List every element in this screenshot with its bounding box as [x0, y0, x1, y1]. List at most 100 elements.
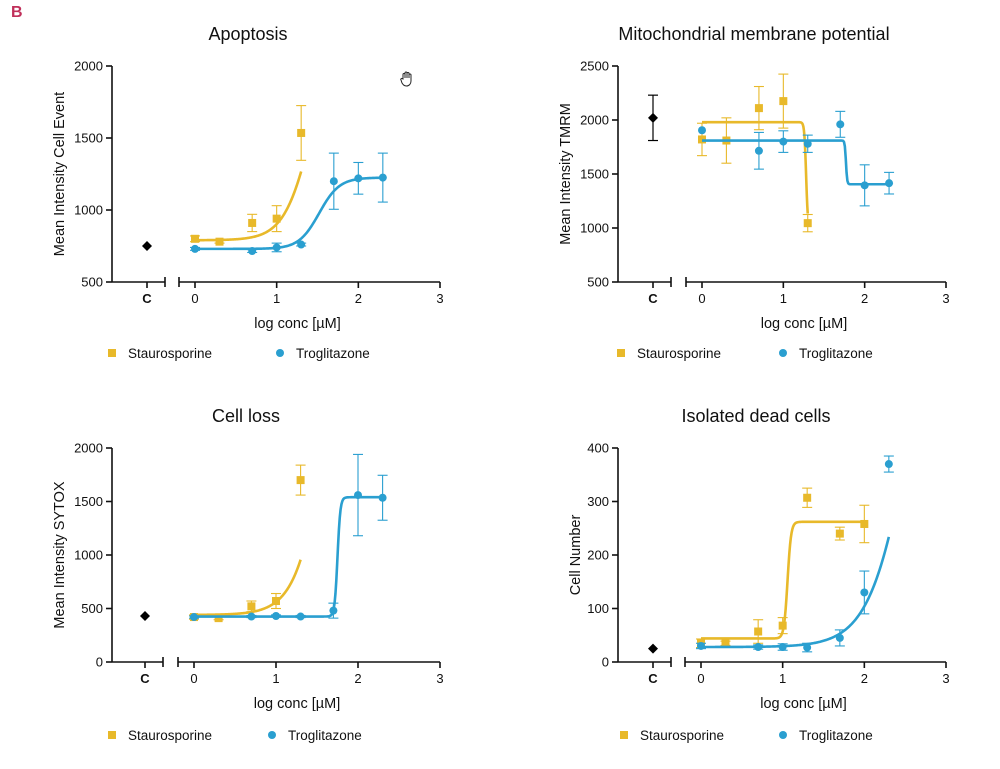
x-axis-label: log conc [µM] [254, 316, 341, 332]
troglitazone-data-point [885, 179, 894, 188]
staurosporine-data-point [779, 97, 788, 106]
legend-marker-staurosporine [108, 349, 116, 357]
legend-marker-troglitazone [779, 349, 787, 357]
chart-title: Apoptosis [208, 24, 287, 44]
troglitazone-data-point [191, 244, 199, 253]
staurosporine-data-point [721, 639, 730, 648]
troglitazone-data-point [803, 643, 812, 652]
control-point [142, 241, 152, 251]
staurosporine-data-point [860, 519, 869, 528]
y-tick-label: 1000 [74, 203, 103, 218]
y-tick-label: 500 [81, 601, 103, 616]
legend-label-staurosporine: Staurosporine [128, 346, 212, 361]
staurosporine-data-point [214, 614, 223, 623]
legend-label-staurosporine: Staurosporine [128, 728, 212, 743]
legend-label-troglitazone: Troglitazone [296, 346, 370, 361]
troglitazone-data-point [860, 181, 869, 190]
chart-title: Cell loss [212, 406, 280, 426]
control-point [648, 643, 658, 654]
staurosporine-data-point [297, 128, 306, 137]
staurosporine-fit-curve [702, 120, 810, 214]
y-tick-label: 1500 [74, 494, 103, 509]
y-tick-label: 200 [587, 548, 609, 563]
y-tick-label: 500 [81, 275, 103, 290]
troglitazone-data-point [329, 606, 338, 615]
staurosporine-data-point [272, 214, 281, 223]
y-tick-label: 1500 [74, 131, 103, 146]
troglitazone-data-point [835, 633, 844, 642]
troglitazone-data-point [778, 643, 787, 652]
x-tick-label: 0 [697, 671, 704, 686]
staurosporine-data-point [835, 529, 844, 538]
x-tick-label: 1 [780, 291, 787, 306]
troglitazone-data-point [247, 612, 256, 621]
x-tick-label: 2 [354, 671, 361, 686]
troglitazone-data-point [779, 137, 788, 146]
control-point [140, 610, 150, 621]
y-tick-label: 2000 [580, 113, 609, 128]
troglitazone-data-point [354, 174, 363, 183]
troglitazone-data-point [884, 460, 893, 469]
x-tick-label: 0 [191, 291, 198, 306]
x-axis-label: log conc [µM] [760, 696, 847, 712]
troglitazone-data-point [354, 491, 362, 500]
x-tick-label: 3 [436, 291, 443, 306]
figure-panel-label: B [11, 4, 23, 21]
legend-marker-staurosporine [108, 731, 116, 739]
y-tick-label: 1500 [580, 167, 609, 182]
legend-marker-troglitazone [779, 731, 787, 739]
y-tick-label: 1000 [580, 221, 609, 236]
troglitazone-data-point [697, 641, 705, 650]
x-tick-label: 3 [942, 671, 949, 686]
staurosporine-data-point [248, 218, 257, 227]
x-tick-label: 1 [779, 671, 786, 686]
y-tick-label: 100 [587, 601, 609, 616]
staurosporine-data-point [803, 219, 812, 228]
y-tick-label: 500 [587, 275, 609, 290]
y-axis-label: Mean Intensity TMRM [558, 103, 574, 245]
y-axis-label: Mean Intensity SYTOX [52, 481, 68, 629]
legend-label-staurosporine: Staurosporine [640, 728, 724, 743]
y-tick-label: 400 [587, 441, 609, 456]
chart-title: Isolated dead cells [681, 406, 830, 426]
staurosporine-data-point [247, 602, 256, 611]
troglitazone-data-point [272, 243, 281, 252]
y-tick-label: 2000 [74, 59, 103, 74]
x-axis-label: log conc [µM] [254, 696, 341, 712]
control-tick-label: C [142, 291, 152, 306]
y-axis-label: Cell Number [568, 515, 584, 596]
legend-label-staurosporine: Staurosporine [637, 346, 721, 361]
x-tick-label: 3 [942, 291, 949, 306]
legend-marker-troglitazone [268, 731, 276, 739]
staurosporine-data-point [754, 627, 763, 636]
control-tick-label: C [140, 671, 150, 686]
x-tick-label: 3 [436, 671, 443, 686]
legend-marker-troglitazone [276, 349, 284, 357]
legend-marker-staurosporine [620, 731, 628, 739]
y-tick-label: 2000 [74, 441, 103, 456]
troglitazone-fit-curve [194, 495, 383, 618]
control-tick-label: C [648, 291, 658, 306]
y-tick-label: 0 [96, 655, 103, 670]
legend-label-troglitazone: Troglitazone [799, 346, 873, 361]
x-tick-label: 2 [861, 671, 868, 686]
troglitazone-data-point [378, 493, 387, 502]
y-tick-label: 0 [602, 655, 609, 670]
chart-isolated-dead-cells: Isolated dead cells 0 100 200 300 400 Cell Num… [568, 406, 950, 743]
troglitazone-data-point [297, 240, 306, 249]
control-tick-label: C [648, 671, 658, 686]
troglitazone-data-point [754, 643, 763, 652]
chart-mitochondrial-membrane-potential: Mitochondrial membrane potential 500 1000 1… [558, 24, 950, 361]
troglitazone-data-point [248, 247, 257, 256]
troglitazone-fit-curve [701, 536, 891, 649]
x-tick-label: 0 [190, 671, 197, 686]
troglitazone-data-point [190, 613, 198, 622]
chart-cell-loss: Cell loss 0 500 1000 1500 2000 Mean Intensity … [52, 406, 444, 743]
y-axis-label: Mean Intensity Cell Event [52, 92, 68, 256]
y-tick-label: 300 [587, 494, 609, 509]
chart-title: Mitochondrial membrane potential [618, 24, 889, 44]
y-tick-label: 2500 [580, 59, 609, 74]
legend-marker-staurosporine [617, 349, 625, 357]
troglitazone-data-point [803, 139, 812, 148]
